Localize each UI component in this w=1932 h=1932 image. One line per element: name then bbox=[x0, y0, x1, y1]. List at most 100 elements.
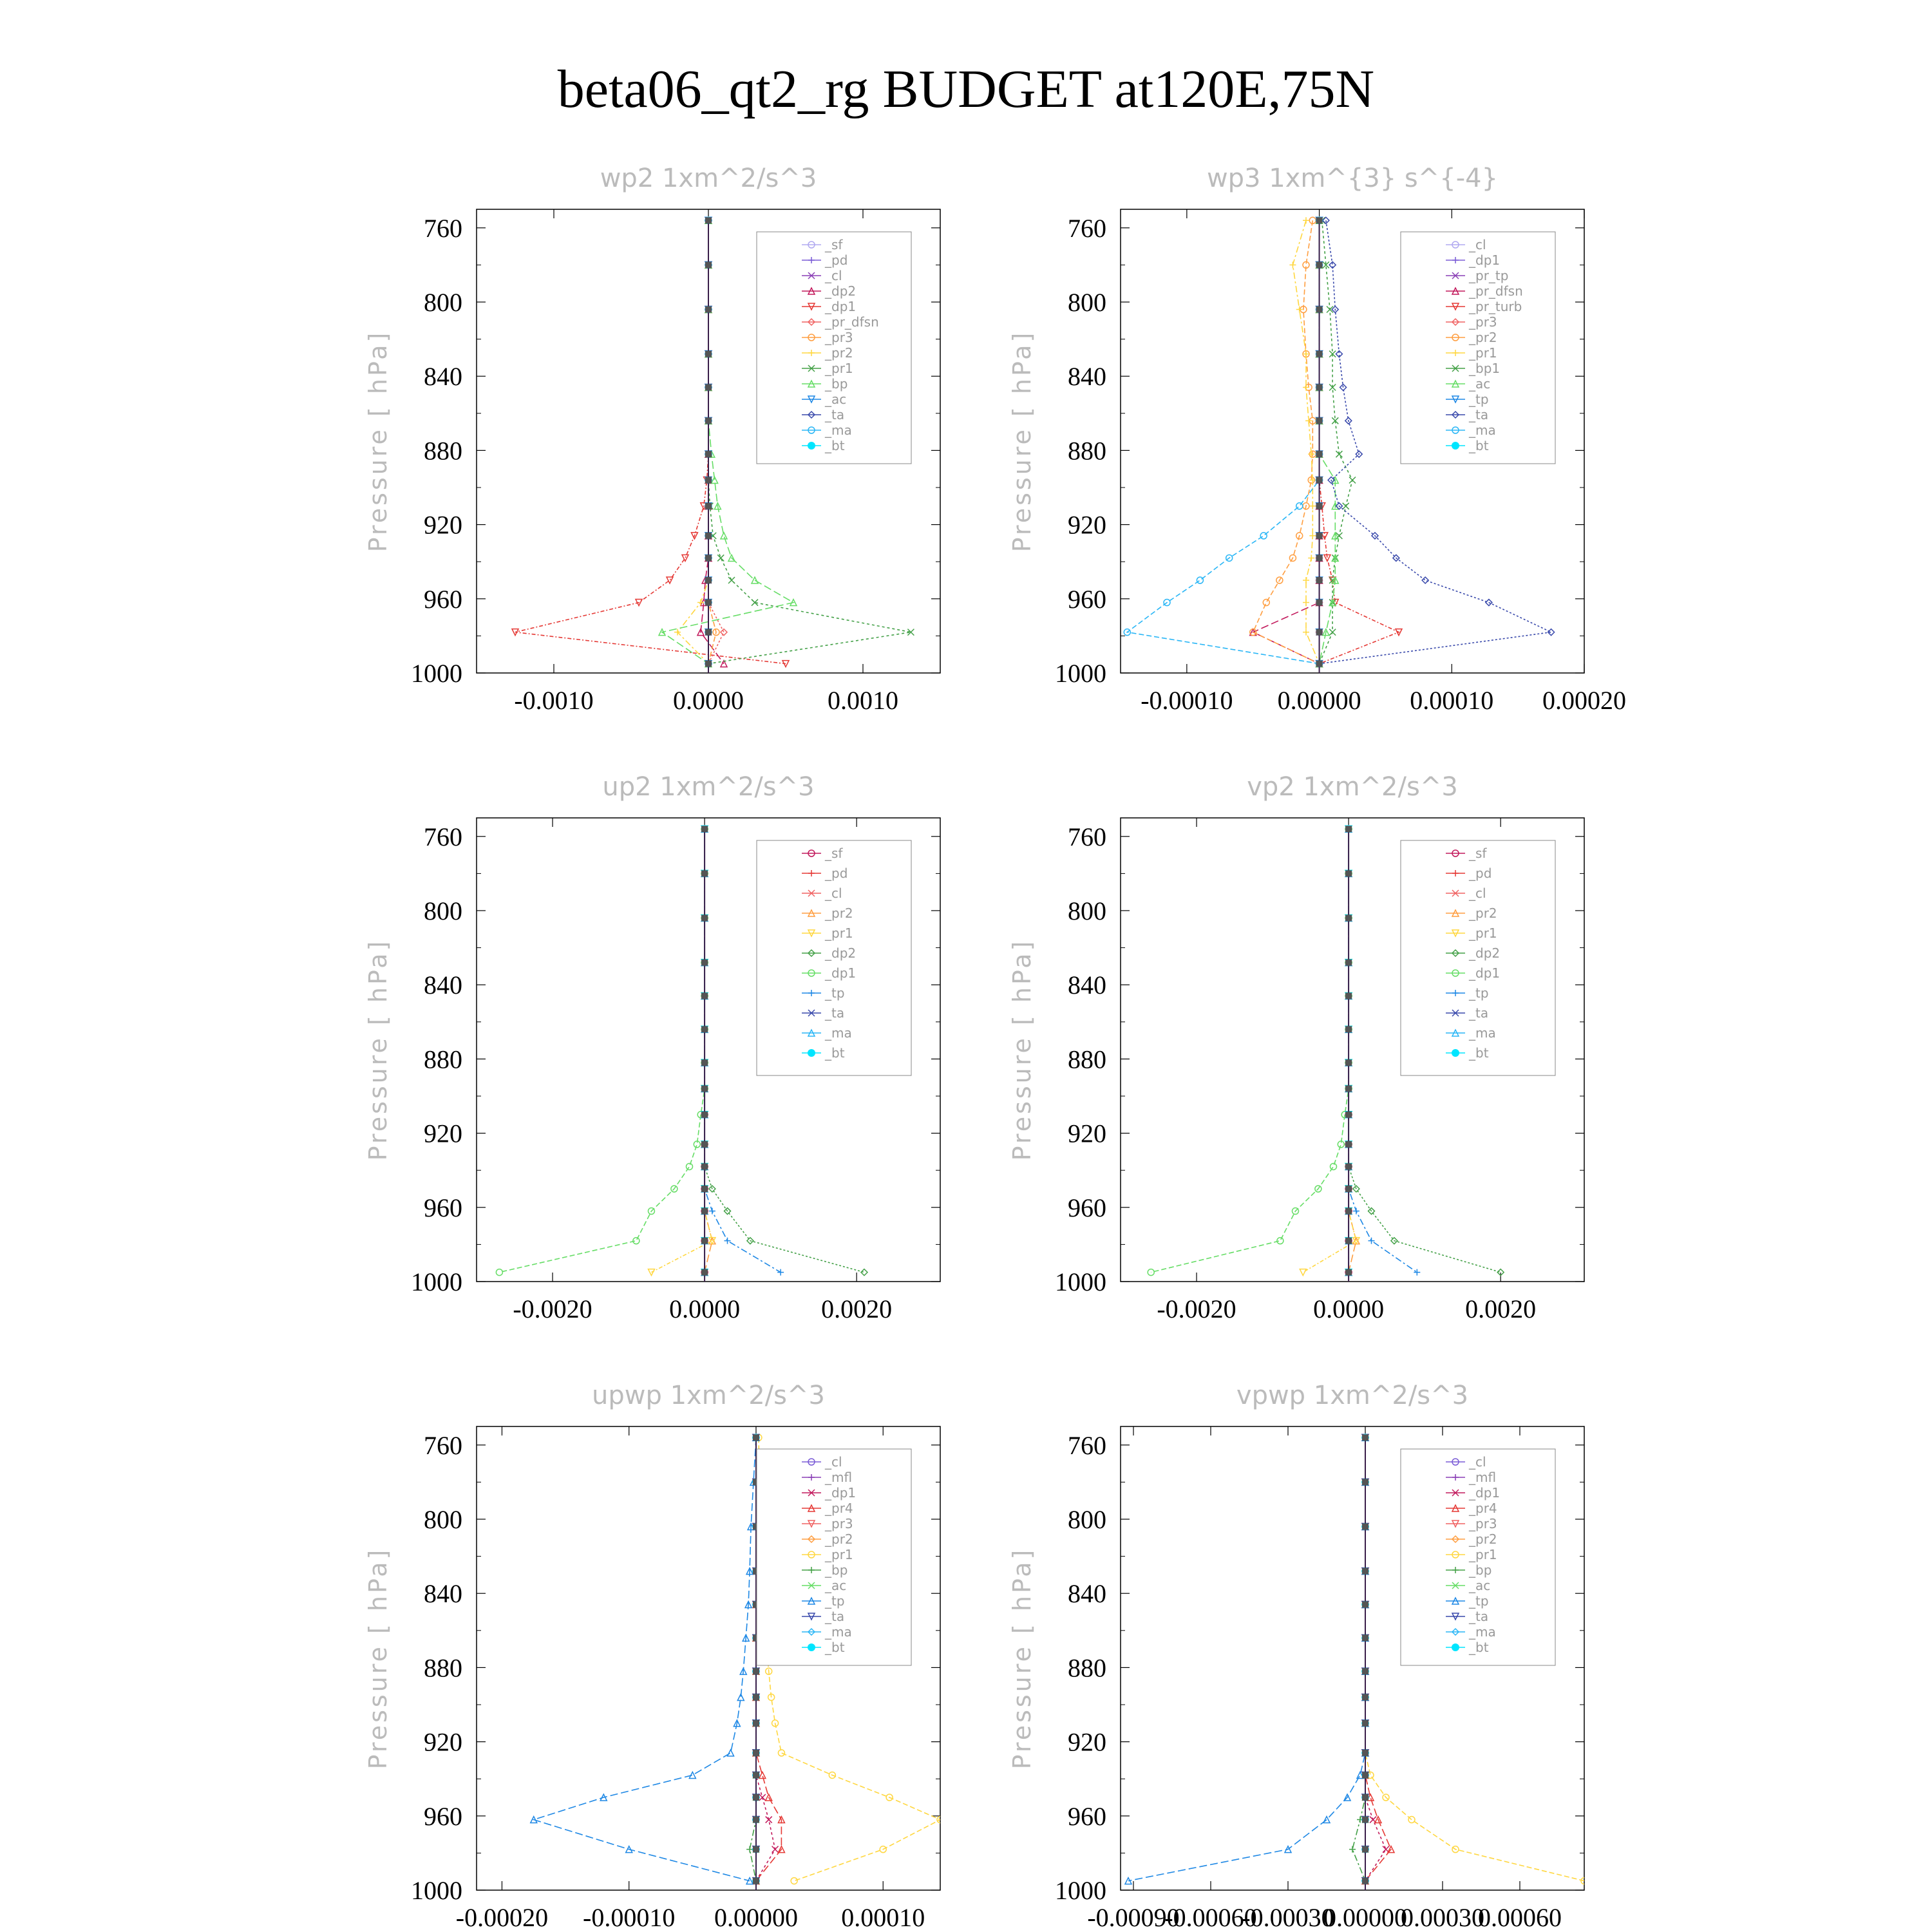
legend-label: _tp bbox=[1468, 1593, 1489, 1609]
data-point bbox=[1260, 532, 1267, 540]
data-point bbox=[724, 1237, 731, 1244]
data-point bbox=[727, 553, 736, 562]
legend-marker bbox=[1451, 379, 1460, 388]
data-point bbox=[681, 554, 690, 563]
data-point bbox=[647, 1207, 656, 1215]
data-point bbox=[1408, 1815, 1416, 1824]
series-line bbox=[704, 829, 713, 1273]
legend-label: _pr2 bbox=[824, 1531, 853, 1547]
zero-marker bbox=[1316, 577, 1323, 583]
chart-panel-vp2: vp2 1xm^2/s^3 Pressure [ hPa] 760 800 840 880… bbox=[1008, 772, 1585, 1323]
zero-marker bbox=[1345, 826, 1352, 833]
legend-marker bbox=[1451, 303, 1460, 311]
zero-marker bbox=[1316, 451, 1323, 458]
legend-marker bbox=[1451, 287, 1460, 295]
data-point bbox=[688, 1770, 697, 1779]
zero-marker bbox=[705, 532, 712, 539]
zero-marker bbox=[1316, 417, 1323, 424]
plot-frame bbox=[1120, 817, 1585, 1282]
zero-marker bbox=[1362, 1749, 1368, 1756]
legend-marker bbox=[808, 442, 815, 450]
data-point bbox=[708, 1236, 717, 1245]
legend: _cl_dp1_pr_tp_pr_dfsn_pr_turb_pr3_pr2_pr… bbox=[1400, 231, 1556, 464]
series-line bbox=[1365, 1437, 1387, 1882]
data-point bbox=[1352, 1184, 1360, 1193]
legend-label: _pd bbox=[1468, 866, 1492, 881]
legend-item: _tp bbox=[1446, 1593, 1489, 1609]
y-axis-label: Pressure [ hPa] bbox=[364, 939, 392, 1161]
legend-marker bbox=[807, 410, 816, 419]
data-point bbox=[1344, 417, 1352, 425]
legend-label: _bp bbox=[824, 376, 848, 392]
series-line bbox=[1365, 1437, 1392, 1882]
data-point bbox=[600, 1793, 608, 1801]
legend-item: _cl bbox=[802, 268, 842, 283]
data-point bbox=[719, 628, 728, 636]
series-line bbox=[708, 220, 717, 664]
data-point bbox=[1291, 1207, 1300, 1215]
series-line bbox=[1352, 1437, 1366, 1881]
y-tick-label: 800 bbox=[424, 896, 462, 925]
legend-label: _cl bbox=[824, 1454, 842, 1470]
zero-marker bbox=[1345, 1237, 1352, 1244]
plot-frame bbox=[1120, 209, 1585, 674]
legend-label: _dp1 bbox=[1468, 965, 1500, 981]
data-point bbox=[1289, 554, 1297, 562]
legend-label: _ta bbox=[824, 1609, 844, 1624]
legend-label: _mfl bbox=[1468, 1470, 1496, 1485]
y-tick-label: 1000 bbox=[411, 659, 462, 688]
series-line bbox=[700, 220, 724, 665]
data-point bbox=[744, 1600, 753, 1609]
zero-marker bbox=[1362, 1668, 1368, 1675]
data-point bbox=[1331, 502, 1340, 510]
legend-marker bbox=[1451, 1596, 1460, 1605]
series-line bbox=[1318, 220, 1401, 665]
zero-marker bbox=[701, 1059, 708, 1066]
legend-marker bbox=[808, 1474, 815, 1481]
legend-marker bbox=[1452, 1643, 1459, 1651]
legend-item: _cl bbox=[802, 1454, 842, 1470]
plot-frame bbox=[476, 817, 941, 1282]
data-point bbox=[1387, 1844, 1396, 1853]
data-point bbox=[670, 1185, 678, 1193]
series-line bbox=[1348, 829, 1357, 1273]
panel-title: vp2 1xm^2/s^3 bbox=[1247, 772, 1458, 802]
y-tick-label: 1000 bbox=[1055, 659, 1106, 688]
series-bp1 bbox=[1316, 216, 1356, 668]
legend-marker bbox=[807, 1596, 816, 1605]
legend-marker bbox=[807, 317, 816, 327]
legend-label: _dp1 bbox=[1468, 1485, 1500, 1501]
data-point bbox=[1147, 1268, 1155, 1276]
legend-label: _pr_dfsn bbox=[1468, 283, 1523, 299]
legend-item: _ma bbox=[1446, 422, 1496, 438]
panel-title: wp2 1xm^2/s^3 bbox=[600, 164, 817, 193]
legend-marker bbox=[808, 1643, 815, 1651]
zero-marker bbox=[701, 1186, 708, 1192]
zero-marker bbox=[705, 217, 712, 224]
data-point bbox=[1322, 1815, 1331, 1824]
legend: _sf_pd_cl_dp2_dp1_pr_dfsn_pr3_pr2_pr1_bp… bbox=[756, 231, 912, 464]
legend-marker bbox=[1452, 241, 1459, 249]
plot-frame bbox=[1120, 1426, 1585, 1891]
data-point bbox=[1331, 553, 1340, 562]
data-point bbox=[719, 531, 728, 540]
zero-marker bbox=[705, 577, 712, 583]
legend-item: _cl bbox=[1446, 1454, 1486, 1470]
zero-marker bbox=[752, 1567, 759, 1575]
data-point bbox=[625, 1844, 633, 1853]
series-line bbox=[1252, 220, 1320, 665]
legend-label: _pr4 bbox=[1468, 1501, 1497, 1516]
legend-label: _pr3 bbox=[824, 1516, 853, 1531]
legend-item: _pr1 bbox=[1446, 345, 1497, 361]
legend-label: _tp bbox=[1468, 985, 1489, 1001]
legend-item: _bt bbox=[802, 1640, 845, 1655]
x-tick-label: 0.0020 bbox=[821, 1294, 892, 1323]
legend-label: _ta bbox=[1468, 1609, 1488, 1624]
zero-marker bbox=[1316, 532, 1323, 539]
legend-label: _dp2 bbox=[1468, 945, 1500, 961]
data-point bbox=[1329, 629, 1336, 636]
data-point bbox=[737, 1692, 745, 1701]
legend-marker bbox=[1451, 1613, 1460, 1621]
zero-marker bbox=[705, 554, 712, 562]
legend-item: _tp bbox=[802, 1593, 845, 1609]
